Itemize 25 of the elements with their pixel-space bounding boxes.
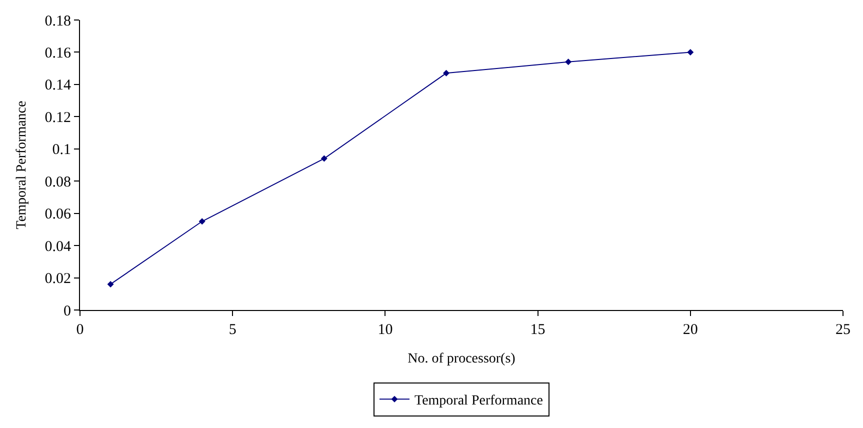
x-tick-label: 25 [836,322,850,338]
point [687,48,694,56]
y-tick-label: 0.12 [44,110,71,126]
legend-label: Temporal Performance [414,394,543,409]
y-tick-label: 0 [64,303,71,320]
point [107,280,114,288]
y-tick-label: 0.06 [44,206,72,223]
y-tick-label: 0.08 [44,174,71,190]
point [565,58,572,66]
x-tick-label: 20 [682,322,698,338]
point [198,218,206,225]
x-tick-label: 5 [228,322,236,338]
y-tick-label: 0.02 [44,271,71,288]
x-axis-title: No. of processor(s) [408,351,516,366]
y-tick-label: 0.04 [44,238,72,255]
y-axis-title: Temporal Performance [14,100,30,230]
x-tick-label: 0 [76,322,84,338]
point [320,155,328,162]
x-tick-label: 15 [530,322,546,338]
y-tick-label: 0.18 [44,13,71,30]
y-tick-label: 0.14 [44,78,72,94]
x-tick-label: 10 [378,322,393,338]
point [442,70,450,76]
y-tick-label: 0.1 [52,142,71,158]
y-tick-label: 0.16 [44,45,72,62]
